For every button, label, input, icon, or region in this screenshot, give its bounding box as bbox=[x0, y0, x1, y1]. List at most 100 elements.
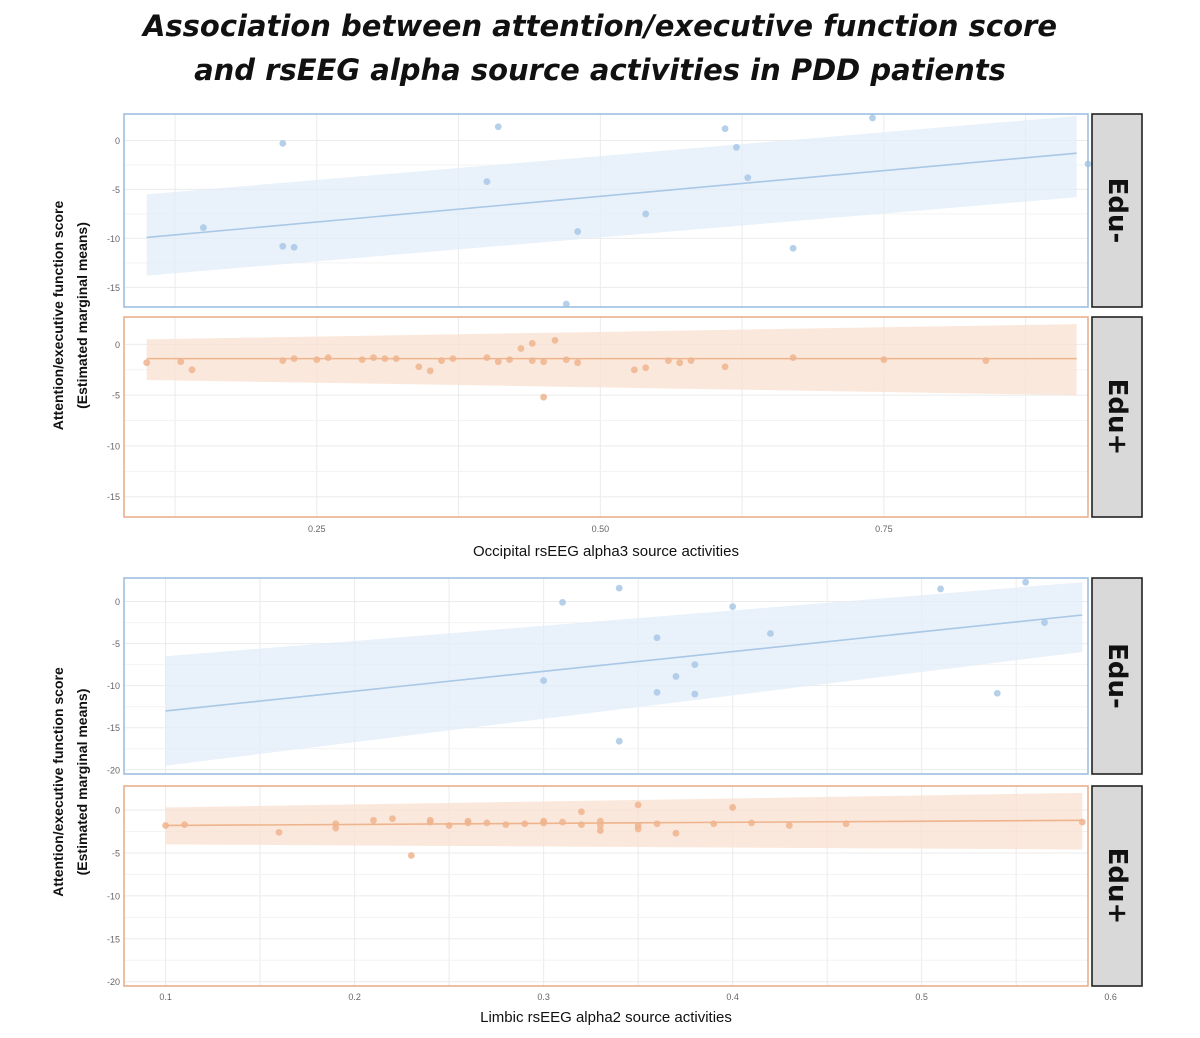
strip-label: Edu- bbox=[1102, 643, 1132, 709]
data-point bbox=[672, 829, 680, 837]
strip-box bbox=[1091, 577, 1143, 775]
y-tick-label: -10 bbox=[107, 441, 120, 451]
data-point bbox=[290, 355, 298, 363]
data-point bbox=[370, 816, 377, 824]
y-tick-label: -20 bbox=[107, 765, 120, 775]
data-point bbox=[691, 661, 699, 669]
data-point bbox=[381, 355, 389, 363]
x-tick-label: 0.2 bbox=[348, 992, 361, 1002]
data-point bbox=[483, 354, 491, 362]
data-point bbox=[464, 819, 472, 827]
strip-label: Edu+ bbox=[1102, 848, 1132, 925]
y-tick-label: 0 bbox=[115, 597, 120, 607]
data-point bbox=[596, 817, 604, 825]
strip-edu-minus: Edu- bbox=[1091, 113, 1143, 308]
panel-border bbox=[123, 785, 1089, 987]
data-point bbox=[438, 357, 445, 365]
data-point bbox=[332, 824, 340, 832]
data-point bbox=[721, 125, 729, 133]
data-point bbox=[279, 357, 287, 365]
y-tick-label: 0 bbox=[115, 136, 120, 146]
data-point bbox=[389, 815, 396, 823]
data-point bbox=[290, 243, 298, 251]
data-point bbox=[937, 585, 944, 593]
y-tick-label: -15 bbox=[107, 934, 120, 944]
data-point bbox=[483, 178, 491, 185]
strip-edu-plus: Edu+ bbox=[1091, 316, 1143, 518]
data-point bbox=[880, 356, 888, 364]
data-point bbox=[275, 828, 283, 836]
confidence-band bbox=[165, 792, 1083, 850]
confidence-band bbox=[165, 582, 1083, 766]
data-point bbox=[528, 339, 536, 347]
strip-box bbox=[1091, 113, 1143, 308]
x-tick-label: 0.3 bbox=[537, 992, 550, 1002]
data-point bbox=[483, 819, 491, 827]
data-point bbox=[744, 174, 752, 182]
data-point bbox=[313, 356, 321, 364]
title-line-2: and rsEEG alpha source activities in PDD… bbox=[194, 53, 1006, 87]
y-tick-label: -10 bbox=[107, 681, 120, 691]
data-point bbox=[615, 737, 623, 745]
data-point bbox=[687, 357, 695, 365]
data-point bbox=[729, 603, 737, 611]
confidence-band bbox=[146, 324, 1077, 396]
data-point bbox=[358, 356, 366, 364]
data-point bbox=[143, 359, 151, 367]
data-point bbox=[407, 852, 415, 859]
data-point bbox=[540, 817, 548, 825]
data-point bbox=[733, 143, 740, 151]
y-axis-label-line-2: (Estimated marginal means) bbox=[74, 222, 90, 409]
data-point bbox=[748, 819, 755, 827]
data-point bbox=[540, 393, 548, 401]
data-point bbox=[578, 808, 585, 816]
data-point bbox=[177, 358, 185, 366]
data-point bbox=[842, 820, 850, 828]
figure-title: Association between attention/executive … bbox=[0, 4, 1200, 92]
data-point bbox=[370, 354, 377, 362]
data-point bbox=[578, 821, 585, 829]
panel-border bbox=[123, 577, 1089, 775]
data-point bbox=[415, 363, 423, 371]
y-axis-label-line-2: (Estimated marginal means) bbox=[74, 689, 90, 876]
data-point bbox=[392, 355, 400, 363]
data-point bbox=[676, 359, 684, 367]
y-tick-label: -15 bbox=[107, 283, 120, 293]
data-point bbox=[729, 804, 737, 811]
y-tick-label: 0 bbox=[115, 806, 120, 816]
x-tick-label: 0.5 bbox=[915, 992, 928, 1002]
data-point bbox=[653, 820, 661, 828]
data-point bbox=[789, 354, 797, 362]
data-point bbox=[642, 210, 650, 218]
data-point bbox=[279, 242, 287, 250]
data-point bbox=[426, 816, 434, 824]
data-point bbox=[551, 336, 559, 344]
x-tick-label: 0.50 bbox=[592, 524, 610, 534]
data-point bbox=[540, 677, 548, 685]
chart-2: 0 -5 -10 -15 -20 Edu- 0 -5 -10 -15 -20 Edu+ 0.1 0.2 0.… bbox=[50, 577, 1143, 1026]
data-point bbox=[634, 801, 642, 809]
data-point bbox=[528, 357, 536, 365]
data-point bbox=[540, 358, 548, 366]
title-line-1: Association between attention/executive … bbox=[142, 9, 1058, 43]
data-point bbox=[789, 244, 797, 252]
data-point bbox=[721, 363, 729, 371]
data-point bbox=[517, 345, 525, 352]
data-point bbox=[615, 584, 623, 592]
y-axis-label-line-1: Attention/executive function score bbox=[50, 201, 66, 431]
data-point bbox=[449, 355, 457, 363]
panel-border bbox=[123, 113, 1089, 308]
strip-edu-plus: Edu+ bbox=[1091, 785, 1143, 987]
data-point bbox=[664, 357, 672, 365]
data-point bbox=[559, 818, 566, 826]
data-point bbox=[559, 598, 566, 606]
strip-label: Edu- bbox=[1102, 178, 1132, 244]
x-tick-label: 0.1 bbox=[159, 992, 172, 1002]
x-tick-label: 0.75 bbox=[875, 524, 893, 534]
data-point bbox=[521, 820, 529, 828]
data-point bbox=[672, 673, 680, 680]
y-tick-label: -15 bbox=[107, 492, 120, 502]
data-point bbox=[506, 356, 513, 364]
data-point bbox=[767, 630, 774, 637]
data-point bbox=[634, 825, 642, 833]
